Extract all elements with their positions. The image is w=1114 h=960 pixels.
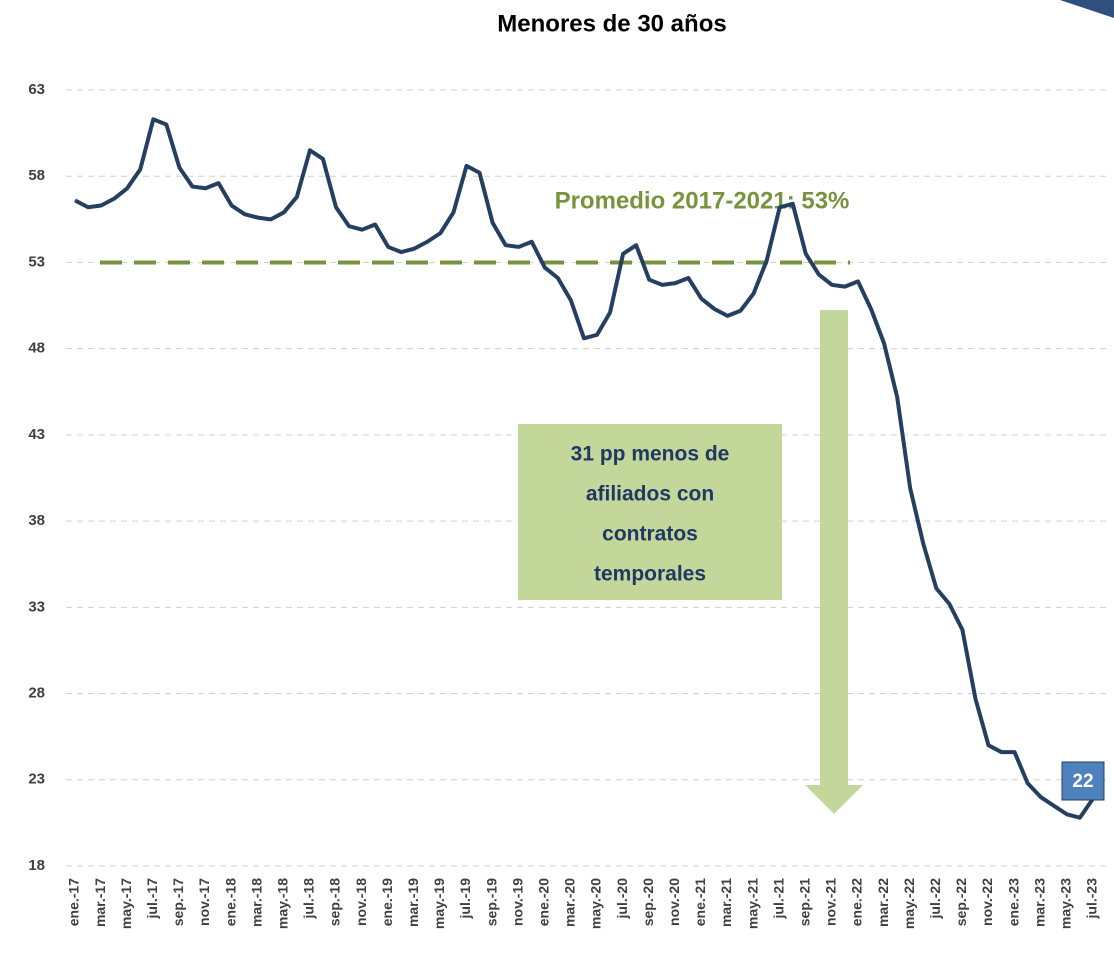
y-tick-label: 43 [28, 426, 45, 443]
x-tick-label: jul.-21 [770, 878, 786, 920]
x-tick-label: may.-21 [744, 878, 760, 929]
x-tick-label: ene.-19 [379, 878, 395, 926]
arrow-head [805, 785, 863, 814]
x-tick-label: mar.-23 [1031, 878, 1047, 927]
x-tick-label: may.-23 [1058, 878, 1074, 929]
y-tick-label: 38 [28, 512, 45, 529]
x-tick-label: mar.-20 [562, 878, 578, 927]
data-line [74, 117, 1095, 820]
annotation-text: contratos [602, 523, 698, 546]
x-tick-label: mar.-19 [405, 878, 421, 927]
x-tick-label: nov.-17 [196, 878, 212, 926]
y-tick-label: 28 [28, 685, 45, 702]
chart-title: Menores de 30 años [497, 10, 726, 37]
x-tick-label: may.-20 [588, 878, 604, 929]
x-tick-label: nov.-18 [353, 878, 369, 926]
x-tick-label: mar.-17 [92, 878, 108, 927]
x-tick-label: nov.-21 [823, 878, 839, 926]
x-tick-label: mar.-18 [248, 878, 264, 927]
x-tick-label: ene.-23 [1005, 878, 1021, 926]
arrow-shaft [820, 310, 848, 786]
x-tick-label: jul.-19 [457, 878, 473, 920]
y-tick-label: 63 [28, 81, 45, 98]
x-tick-label: ene.-20 [536, 878, 552, 926]
y-tick-label: 23 [28, 771, 45, 788]
y-tick-label: 58 [28, 167, 45, 184]
x-tick-label: nov.-22 [979, 878, 995, 926]
x-tick-label: jul.-22 [927, 878, 943, 920]
y-tick-label: 48 [28, 340, 45, 357]
x-tick-label: mar.-22 [875, 878, 891, 927]
annotation-text: 31 pp menos de [571, 443, 730, 466]
x-tick-label: jul.-18 [301, 878, 317, 920]
x-tick-label: nov.-19 [509, 878, 525, 926]
annotation-text: afiliados con [586, 483, 714, 506]
x-tick-label: may.-19 [431, 878, 447, 929]
annotation-box [518, 424, 782, 600]
x-tick-label: sep.-21 [797, 878, 813, 926]
y-tick-label: 33 [28, 598, 45, 615]
x-tick-label: jul.-23 [1084, 878, 1100, 920]
x-tick-label: ene.-22 [849, 878, 865, 926]
x-tick-label: sep.-19 [483, 878, 499, 926]
y-tick-label: 18 [28, 857, 45, 874]
x-tick-label: ene.-21 [692, 878, 708, 926]
value-label-box [1061, 761, 1105, 801]
x-tick-label: jul.-17 [144, 878, 160, 920]
x-tick-label: ene.-17 [66, 878, 82, 926]
x-tick-label: sep.-17 [170, 878, 186, 926]
x-tick-label: sep.-18 [327, 878, 343, 926]
y-tick-label: 53 [28, 253, 45, 270]
value-label: 22 [1072, 771, 1093, 792]
x-tick-label: may.-18 [275, 878, 291, 929]
x-tick-label: sep.-22 [953, 878, 969, 926]
x-tick-label: mar.-21 [718, 878, 734, 927]
x-tick-label: nov.-20 [666, 878, 682, 926]
x-tick-label: may.-17 [118, 878, 134, 929]
x-tick-label: sep.-20 [640, 878, 656, 926]
x-tick-label: may.-22 [901, 878, 917, 929]
x-tick-label: ene.-18 [222, 878, 238, 926]
logo-corner [1060, 0, 1114, 18]
reference-label: Promedio 2017-2021: 53% [555, 187, 850, 214]
x-tick-label: jul.-20 [614, 878, 630, 920]
annotation-text: temporales [594, 563, 706, 586]
